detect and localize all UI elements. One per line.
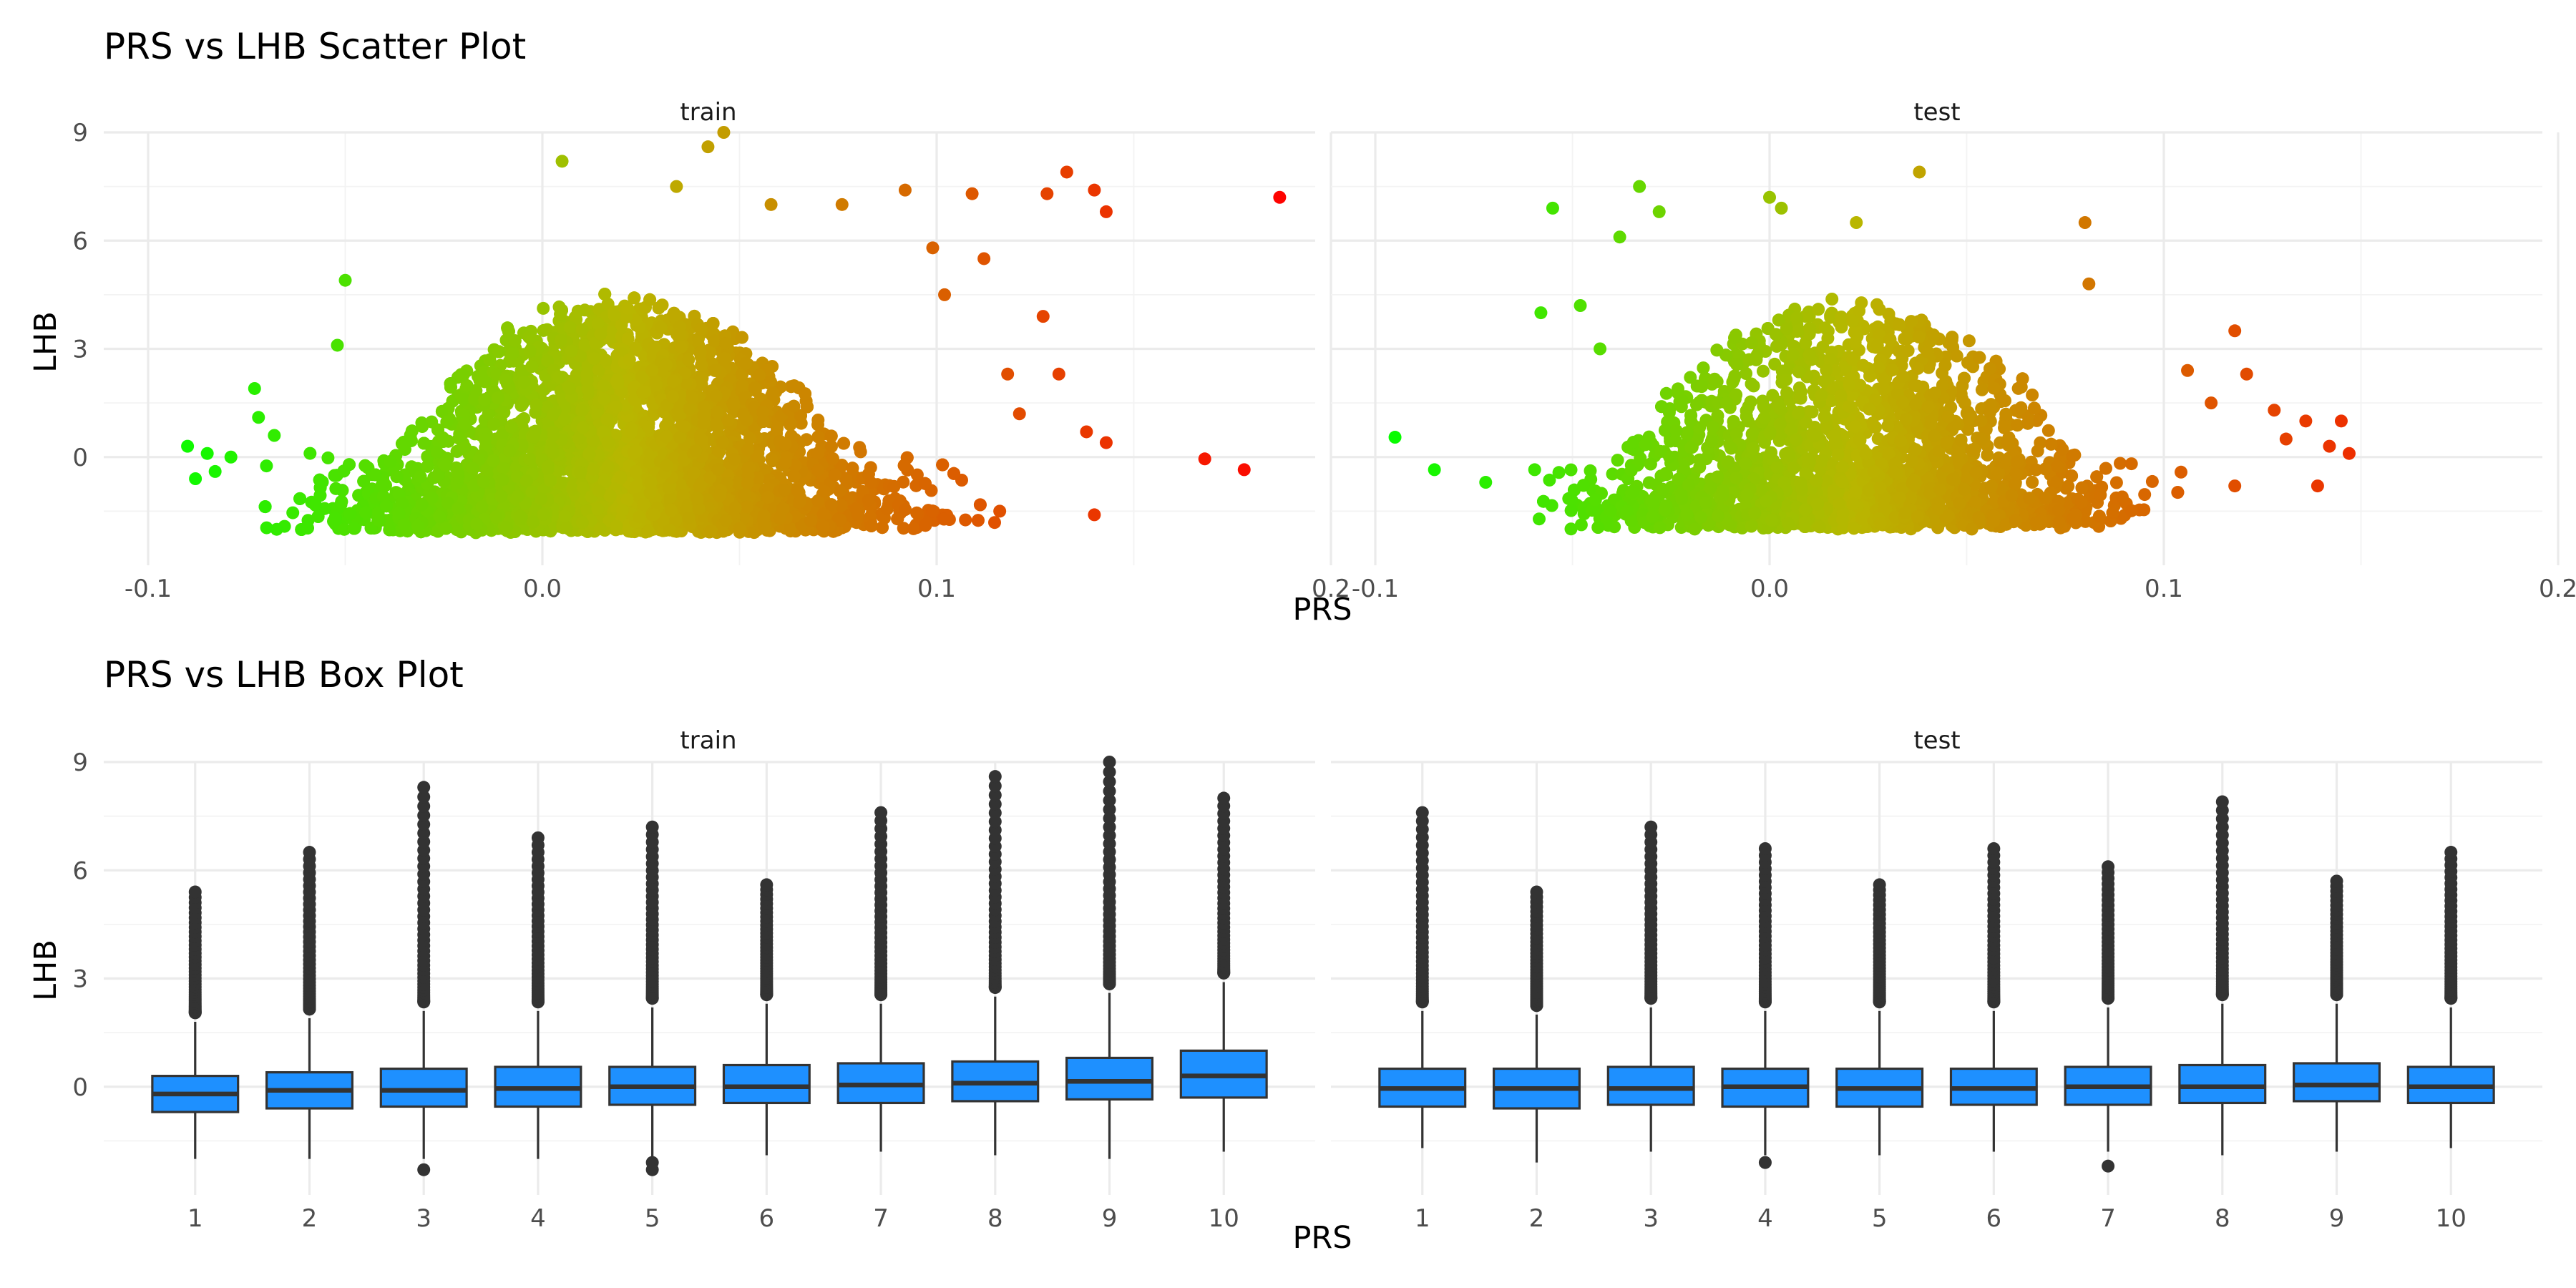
scatter-point: [837, 436, 851, 450]
y-tick-label: 0: [72, 444, 88, 472]
box-y-axis-label: LHB: [28, 940, 64, 1001]
scatter-point: [329, 482, 343, 495]
scatter-panel-train: -0.1 0.0 0.1 0.2 0 3 6 9: [72, 119, 1350, 603]
scatter-point: [416, 420, 429, 433]
scatter-strip-train: train: [680, 98, 736, 127]
box-title: PRS vs LHB Box Plot: [104, 654, 464, 696]
y-tick-label: 9: [72, 119, 88, 147]
x-tick-label: -0.1: [125, 575, 172, 603]
scatter-y-axis-label: LHB: [28, 311, 64, 373]
scatter-point: [897, 522, 910, 535]
scatter-point: [839, 473, 853, 487]
scatter-point: [286, 506, 300, 519]
box-strip-test: test: [1913, 726, 1960, 755]
scatter-point: [854, 445, 867, 459]
scatter-points: [181, 126, 1287, 540]
scatter-point: [260, 521, 273, 535]
scatter-point: [988, 516, 1001, 530]
box-x-axis-label: PRS: [1292, 1220, 1352, 1256]
scatter-strip-test: test: [1913, 98, 1960, 127]
scatter-point: [303, 447, 317, 460]
scatter-point: [910, 468, 924, 482]
scatter-point: [321, 451, 335, 464]
y-tick-label: 3: [72, 336, 88, 364]
x-tick-label: 0.0: [523, 575, 562, 603]
scatter-point: [907, 522, 920, 535]
scatter-point: [971, 514, 985, 527]
box-strip-train: train: [680, 726, 736, 755]
scatter-point: [537, 301, 550, 315]
scatter-title: PRS vs LHB Scatter Plot: [104, 26, 526, 67]
y-tick-label: 6: [72, 227, 88, 255]
scatter-point: [811, 414, 825, 426]
scatter-x-axis-label: PRS: [1292, 592, 1352, 628]
scatter-point: [629, 341, 643, 355]
scatter-point: [260, 459, 273, 473]
scatter-point: [959, 513, 972, 527]
x-tick-label: 0.2: [1312, 575, 1350, 603]
scatter-point: [270, 522, 283, 536]
scatter-point: [328, 512, 342, 525]
x-tick-label: 0.1: [917, 575, 956, 603]
scatter-point: [919, 519, 932, 532]
